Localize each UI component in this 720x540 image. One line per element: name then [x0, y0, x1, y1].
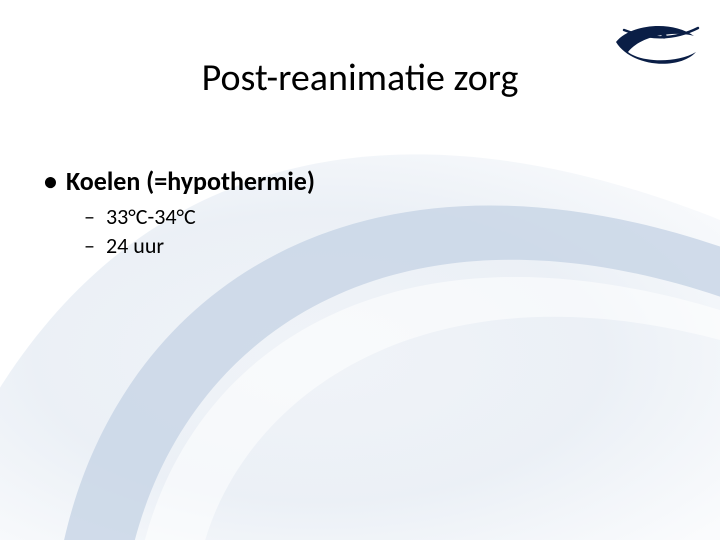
- slide-content: Koelen (=hypothermie) 33°C-34°C 24 uur: [40, 165, 680, 263]
- corner-logo-icon: [610, 18, 700, 68]
- bullet-koelen-label: Koelen (=hypothermie): [66, 165, 315, 197]
- subbullet-duration: 24 uur: [66, 232, 680, 259]
- slide: Post-reanimatie zorg Koelen (=hypothermi…: [0, 0, 720, 540]
- bullet-koelen: Koelen (=hypothermie) 33°C-34°C 24 uur: [40, 165, 680, 259]
- subbullet-temp: 33°C-34°C: [66, 203, 680, 230]
